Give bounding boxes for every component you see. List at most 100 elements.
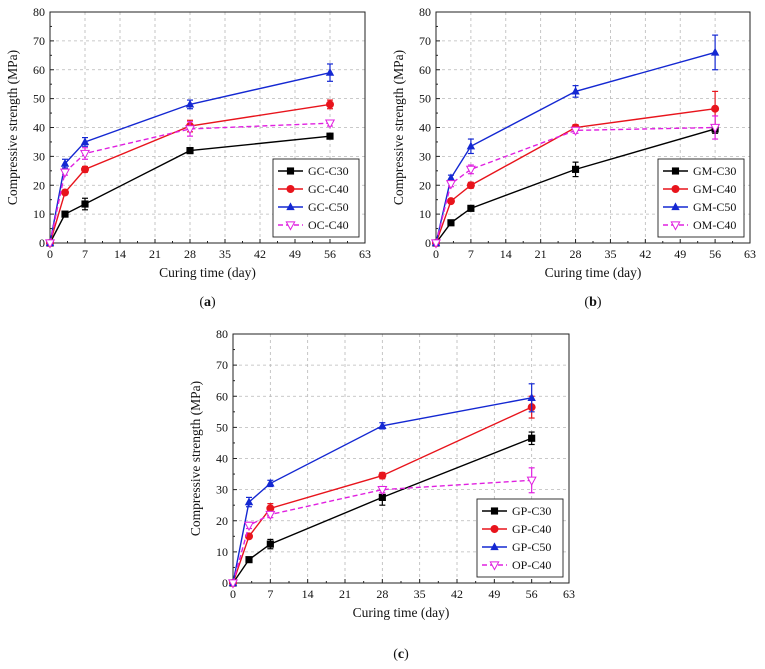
legend: GP-C30 GP-C40 GP-C50 OP-C40: [476, 498, 564, 578]
x-tick-label: 0: [47, 247, 53, 261]
panel-label: (a): [199, 295, 216, 310]
x-tick-label: 63: [744, 247, 756, 261]
data-point: [184, 125, 196, 135]
legend-marker: [490, 507, 499, 515]
panel-label: (b): [584, 295, 601, 310]
data-point: [570, 126, 581, 137]
x-tick-label: 35: [604, 247, 616, 261]
x-axis-title: Curing time (day): [159, 265, 256, 280]
data-point: [711, 104, 720, 113]
series-OM-C40: [430, 115, 721, 249]
y-tick-label: 0: [425, 236, 431, 250]
panel-label-letter: a: [204, 295, 211, 310]
data-point: [446, 173, 456, 182]
data-point: [81, 165, 89, 174]
legend-label: GC-C50: [308, 200, 349, 214]
y-tick-label: 70: [216, 358, 228, 372]
data-point: [467, 204, 475, 212]
y-tick-label: 10: [33, 207, 45, 221]
x-axis-title: Curing time (day): [545, 265, 642, 280]
legend-label: GP-C30: [512, 504, 551, 518]
data-point: [466, 181, 475, 190]
data-point: [61, 188, 69, 197]
data-point: [59, 168, 71, 178]
x-tick-label: 56: [324, 247, 336, 261]
data-point: [710, 47, 720, 56]
legend-marker: [671, 202, 680, 211]
panel-label-letter: b: [589, 295, 597, 310]
y-tick-label: 60: [33, 63, 45, 77]
y-tick-label: 70: [419, 34, 431, 48]
legend: GM-C30 GM-C40 GM-C50 OM-C40: [657, 158, 745, 238]
y-tick-label: 10: [216, 545, 228, 559]
data-point: [266, 504, 275, 513]
x-tick-label: 35: [219, 247, 231, 261]
data-point: [378, 421, 387, 429]
legend-label: GC-C40: [308, 182, 349, 196]
x-tick-label: 56: [526, 587, 538, 601]
data-point: [61, 210, 69, 218]
y-tick-label: 20: [419, 178, 431, 192]
data-point: [266, 540, 274, 548]
legend-marker: [671, 167, 680, 175]
x-tick-label: 28: [570, 247, 582, 261]
data-point: [326, 132, 334, 140]
legend-label: GC-C30: [308, 164, 349, 178]
chart-panel-b: 0 7 14 21 28 35 42 49 56 63 0 10 20 30 40 50 60 70 80 Curin…: [391, 5, 756, 310]
data-point: [445, 180, 456, 190]
x-tick-label: 42: [639, 247, 651, 261]
x-tick-label: 7: [267, 587, 273, 601]
data-point: [81, 200, 89, 208]
data-point: [245, 556, 253, 564]
x-tick-label: 7: [468, 247, 474, 261]
data-point: [447, 219, 455, 227]
x-tick-label: 21: [535, 247, 547, 261]
data-point: [79, 149, 91, 160]
data-point: [266, 478, 275, 487]
data-point: [430, 239, 442, 249]
x-tick-label: 0: [433, 247, 439, 261]
data-point: [244, 497, 254, 506]
panel-label-open: (: [393, 647, 398, 662]
x-tick-label: 14: [114, 247, 126, 261]
legend-marker: [490, 525, 499, 533]
panel-label-close: ): [597, 295, 602, 310]
chart-panel-c: 0 7 14 21 28 35 42 49 56 63 0 10 20 30 40 50 60 70 80 Curin…: [188, 327, 575, 662]
legend-marker: [286, 202, 295, 211]
legend: GC-C30 GC-C40 GC-C50 OC-C40: [272, 158, 360, 238]
x-tick-label: 56: [709, 247, 721, 261]
x-tick-label: 14: [500, 247, 512, 261]
y-tick-label: 80: [419, 5, 431, 19]
x-axis-title: Curing time (day): [353, 605, 450, 620]
legend-label: GM-C40: [693, 182, 736, 196]
y-tick-label: 60: [216, 389, 228, 403]
x-tick-label: 42: [254, 247, 266, 261]
y-tick-label: 60: [419, 63, 431, 77]
y-tick-label: 40: [419, 121, 431, 135]
legend-label: OM-C40: [693, 218, 736, 232]
y-axis-title: Compressive strength (MPa): [5, 50, 20, 205]
legend-marker: [285, 221, 296, 231]
data-point: [60, 158, 70, 167]
legend-marker: [489, 561, 500, 571]
legend-label: OP-C40: [512, 558, 551, 572]
data-point: [324, 119, 336, 129]
legend-marker: [671, 185, 680, 193]
data-point: [265, 510, 276, 521]
data-point: [186, 147, 194, 155]
data-point: [527, 393, 536, 401]
data-point: [227, 579, 239, 589]
legend-label: GM-C50: [693, 200, 736, 214]
legend-marker: [286, 185, 295, 193]
y-tick-label: 80: [33, 5, 45, 19]
data-point: [571, 165, 580, 173]
series-GC-C50: [45, 63, 335, 247]
legend-label: GP-C50: [512, 540, 551, 554]
legend-label: GM-C30: [693, 164, 736, 178]
x-tick-label: 63: [359, 247, 371, 261]
y-tick-label: 50: [33, 92, 45, 106]
panel-label-letter: c: [398, 647, 404, 662]
y-tick-label: 40: [216, 452, 228, 466]
x-tick-label: 28: [376, 587, 388, 601]
x-tick-label: 49: [674, 247, 686, 261]
